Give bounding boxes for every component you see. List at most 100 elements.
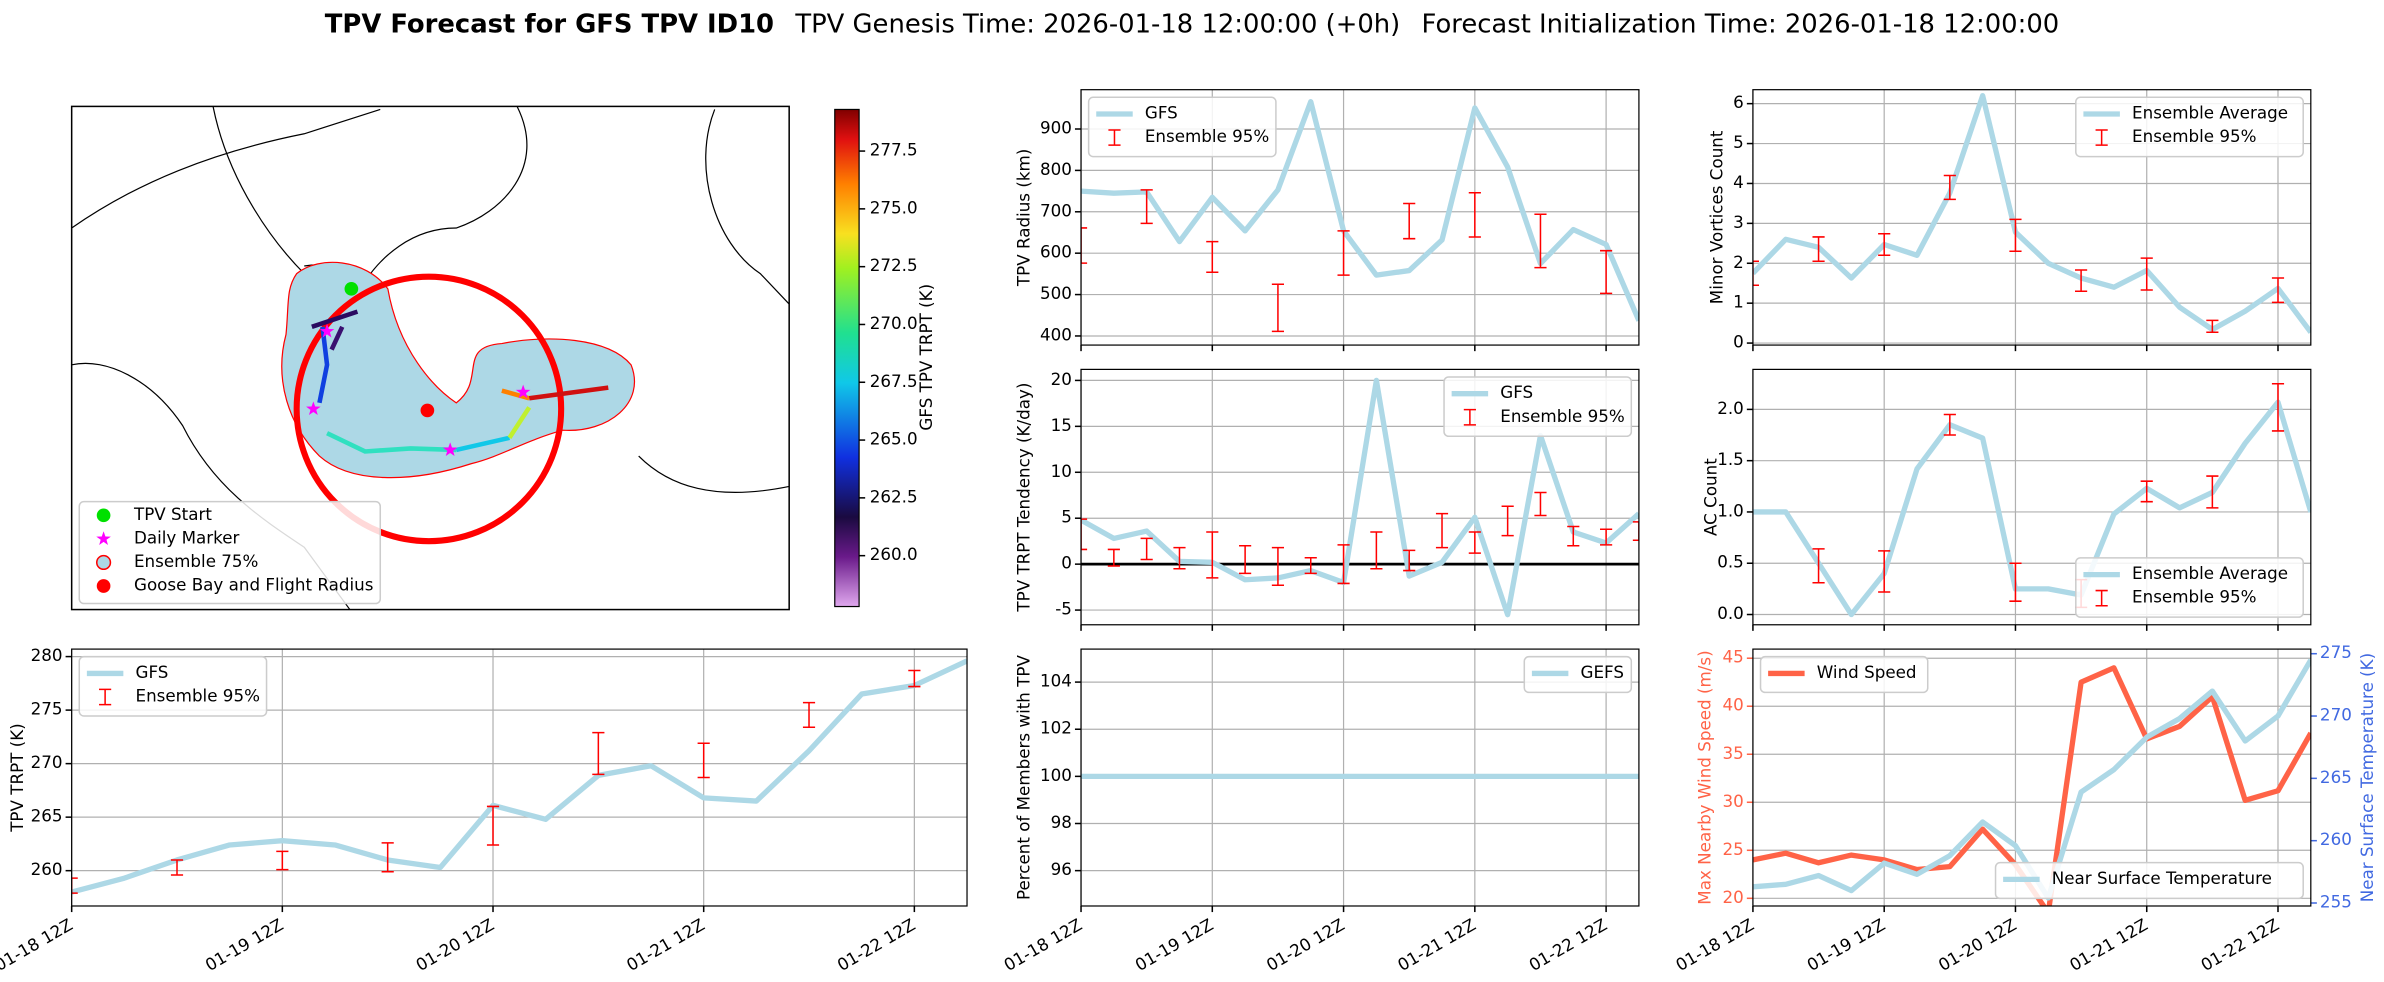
y-tick-label: 800 <box>1040 159 1072 179</box>
figure-title: TPV Forecast for GFS TPV ID10 TPV Genesis… <box>325 9 2059 39</box>
y-tick-label: 100 <box>1040 765 1072 785</box>
colorbar-tick-label: 267.5 <box>870 371 918 391</box>
plot-frame <box>1752 89 2312 346</box>
y-tick-label: 260 <box>31 859 63 879</box>
error-bar <box>1206 240 1219 273</box>
y2-tick-label: 270 <box>2320 705 2352 725</box>
error-bar <box>1239 545 1252 575</box>
y-tick-label: 35 <box>1723 743 1744 763</box>
error-bar <box>1206 531 1219 579</box>
panel: -5 0 5 10 15 20 GFS Ensemble 95% TPV TRPT Tenden… <box>1013 368 1640 631</box>
error-bar <box>1140 189 1153 225</box>
y-axis-label: AC Count <box>1700 458 1720 536</box>
x-tick-label: 01-18 12Z <box>0 914 76 975</box>
x-tick-label: 01-20 12Z <box>1935 914 2020 975</box>
legend-label: Ensemble 95% <box>1500 406 1624 426</box>
legend-box <box>1994 861 2304 900</box>
y-tick-label: 1.5 <box>1717 449 1744 469</box>
title-genesis: TPV Genesis Time: 2026-01-18 12:00:00 (+… <box>794 9 1400 39</box>
error-bar <box>1812 236 1825 263</box>
x-tick-label: 01-20 12Z <box>412 914 497 975</box>
error-bar <box>1107 548 1120 567</box>
error-bar <box>1534 213 1547 269</box>
plot-frame <box>1080 648 1640 907</box>
y-tick-label: 2 <box>1733 252 1744 272</box>
colorbar-tick-label: 277.5 <box>870 140 918 160</box>
y2-tick-label: 275 <box>2320 642 2352 662</box>
y-tick-label: 20 <box>1723 887 1744 907</box>
error-bar <box>1337 544 1350 585</box>
x-tick-label: 01-21 12Z <box>2066 914 2151 975</box>
y-tick-label: 10 <box>1051 461 1072 481</box>
error-bar <box>1943 413 1956 436</box>
y-tick-label: 900 <box>1040 118 1072 138</box>
panel: 01-18 12Z 01-19 12Z 01-20 12Z 01-21 12Z 01-2… <box>1000 648 1640 975</box>
legend-box <box>1087 96 1277 158</box>
panel: 400 500 600 700 800 900 GFS Ensemble 95% TPV Rad… <box>1013 89 1640 352</box>
legend-label: Ensemble 75% <box>134 551 258 571</box>
tpv-track <box>326 431 457 454</box>
legend-label: Near Surface Temperature <box>2052 868 2272 888</box>
error-bar <box>1271 283 1285 333</box>
x-tick-label: 01-19 12Z <box>1132 914 1217 975</box>
error-bar <box>1600 249 1613 295</box>
coastline <box>705 109 790 305</box>
legend-box <box>2075 557 2304 618</box>
error-bar <box>170 859 184 876</box>
error-bar <box>1812 548 1825 584</box>
panel: 0.0 0.5 1.0 1.5 2.0 Ensemble Average Ensemble … <box>1700 368 2312 631</box>
y-tick-label: 700 <box>1040 200 1072 220</box>
error-bar <box>71 877 78 894</box>
error-bar <box>2075 269 2088 292</box>
y-tick-label: 102 <box>1040 718 1072 738</box>
error-bar <box>1752 260 1760 286</box>
y-tick-label: 270 <box>31 752 63 772</box>
error-bar <box>2206 475 2219 509</box>
error-bar <box>1337 230 1350 276</box>
x-tick-label: 01-18 12Z <box>1000 914 1085 975</box>
y-tick-label: 4 <box>1733 172 1744 192</box>
series-line <box>1752 93 2311 334</box>
legend-marker <box>99 688 112 706</box>
error-bar <box>2140 257 2153 291</box>
legend-marker <box>96 579 111 593</box>
error-bar <box>1468 191 1481 238</box>
error-bar <box>1501 505 1514 537</box>
colorbar-tick-label: 262.5 <box>870 486 918 506</box>
y2-tick-label: 260 <box>2320 829 2352 849</box>
error-bar <box>1878 550 1891 593</box>
error-bar <box>1081 227 1088 264</box>
y-tick-label: 5 <box>1061 507 1072 527</box>
y2-axis-label: Near Surface Temperature (K) <box>2357 653 2377 902</box>
y-tick-label: 20 <box>1051 369 1072 389</box>
legend-marker <box>1108 129 1121 146</box>
y2-tick-label: 255 <box>2320 892 2352 912</box>
plot-content <box>1752 93 2311 334</box>
colorbar-tick-label: 260.0 <box>870 544 918 564</box>
y-tick-label: 500 <box>1040 283 1072 303</box>
error-bar <box>1403 549 1416 572</box>
series-line <box>1081 99 1639 322</box>
x-tick-label: 01-21 12Z <box>623 914 708 975</box>
plot-frame <box>1080 368 1640 626</box>
error-bar <box>1271 546 1285 587</box>
y-tick-label: 25 <box>1723 839 1744 859</box>
legend-label: Ensemble Average <box>2132 563 2288 583</box>
plot-frame <box>1752 648 2312 907</box>
y-axis-label: Percent of Members with TPV <box>1013 655 1033 901</box>
tpv-track <box>329 325 345 351</box>
legend-box <box>78 500 382 605</box>
y-tick-label: 275 <box>31 699 63 719</box>
legend-label: Daily Marker <box>134 527 240 547</box>
panel: 0 1 2 3 4 5 6 Ensemble Average Ensemble 95% Minor… <box>1706 89 2312 352</box>
error-bar <box>2271 277 2285 304</box>
plot-content <box>1752 382 2311 618</box>
error-bar <box>2009 218 2022 253</box>
x-tick-label: 01-22 12Z <box>1525 914 1610 975</box>
legend-label: GFS <box>136 662 169 682</box>
error-bar <box>1173 546 1186 570</box>
legend-marker <box>2095 589 2108 607</box>
coastline <box>638 455 790 493</box>
coastline <box>212 106 305 275</box>
panel: 01-18 12Z 01-19 12Z 01-20 12Z 01-21 12Z 01-2… <box>0 645 968 975</box>
